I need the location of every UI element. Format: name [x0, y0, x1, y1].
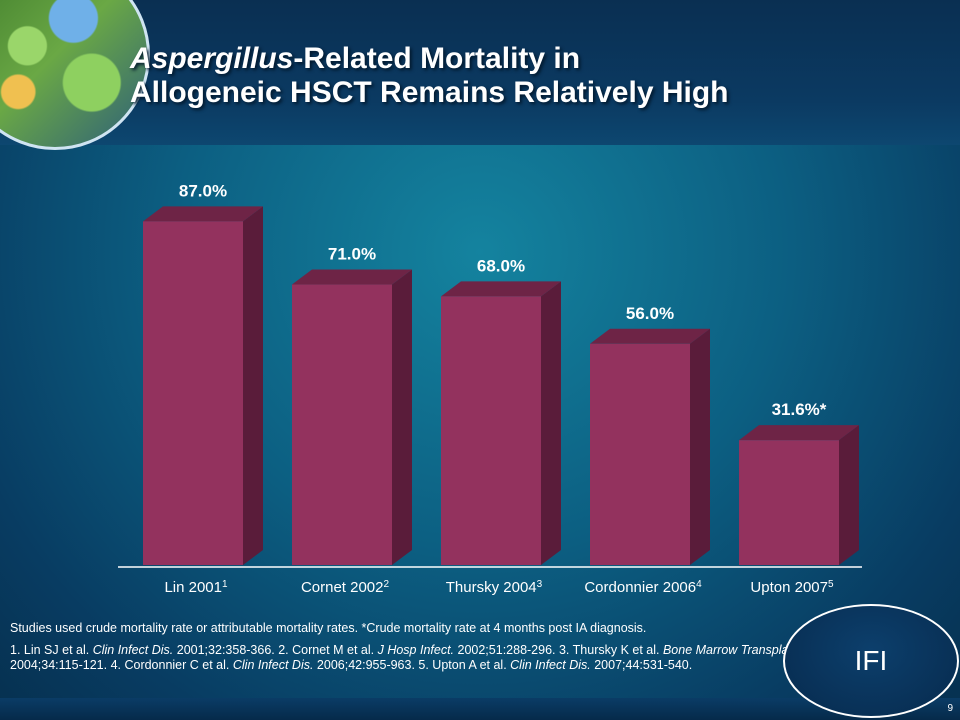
bar-top — [143, 206, 263, 222]
category-label: Lin 20011 — [164, 579, 228, 597]
bars-layer — [143, 206, 859, 565]
bar-3 — [441, 281, 561, 565]
bar-1 — [143, 206, 263, 565]
bar-front — [292, 284, 392, 565]
bar-top — [292, 269, 412, 285]
bar-front — [143, 221, 243, 565]
bar-side — [243, 206, 263, 565]
bar-top — [739, 425, 859, 441]
reference-item: 5. Upton A et al. Clin Infect Dis. 2007;… — [418, 658, 693, 672]
reference-superscript: 4 — [696, 579, 702, 590]
reference-item: 1. Lin SJ et al. Clin Infect Dis. 2001;3… — [10, 643, 279, 657]
bar-4 — [590, 328, 710, 565]
bar-side — [690, 328, 710, 565]
category-label: Cornet 20022 — [301, 579, 390, 597]
value-label: 87.0% — [179, 181, 227, 200]
reference-item: 3. Thursky K et al. Bone Marrow Transpla… — [10, 643, 803, 672]
title-line-2: Allogeneic HSCT Remains Relatively High — [130, 76, 729, 109]
reference-superscript: 2 — [384, 579, 390, 590]
footnotes: Studies used crude mortality rate or att… — [10, 621, 810, 673]
category-label: Upton 20075 — [750, 579, 834, 597]
bar-front — [441, 296, 541, 565]
references: 1. Lin SJ et al. Clin Infect Dis. 2001;3… — [10, 643, 810, 673]
bar-side — [392, 269, 412, 565]
header-band — [0, 0, 960, 145]
bar-side — [541, 281, 561, 565]
title-line-1: Aspergillus-Related Mortality in — [130, 42, 930, 76]
bar-2 — [292, 269, 412, 565]
bar-5 — [739, 425, 859, 565]
footnote-methods: Studies used crude mortality rate or att… — [10, 621, 647, 635]
reference-superscript: 1 — [222, 579, 228, 590]
slide-title: Aspergillus-Related Mortality in Allogen… — [130, 42, 930, 110]
category-label: Thursky 20043 — [446, 579, 543, 597]
value-label: 71.0% — [328, 245, 376, 264]
title-italic-term: Aspergillus — [130, 42, 294, 75]
slide-number: 9 — [947, 703, 953, 714]
labels-layer: 87.0% Lin 20011 71.0% Cornet 20022 68.0% Thur… — [164, 181, 834, 596]
ifi-badge: IFI — [783, 604, 959, 718]
title-line-1-rest: -Related Mortality in — [293, 42, 581, 75]
value-label: 56.0% — [626, 304, 674, 323]
reference-item: 4. Cordonnier C et al. Clin Infect Dis. … — [110, 658, 419, 672]
value-label: 31.6%* — [772, 400, 827, 419]
footer-band — [0, 698, 960, 720]
reference-item: 2. Cornet M et al. J Hosp Infect. 2002;5… — [278, 643, 559, 657]
bar-top — [441, 281, 561, 297]
bar-front — [739, 440, 839, 565]
bar-front — [590, 343, 690, 565]
bar-side — [839, 425, 859, 565]
category-label: Cordonnier 20064 — [584, 579, 702, 597]
bar-top — [590, 328, 710, 344]
reference-superscript: 3 — [537, 579, 543, 590]
value-label: 68.0% — [477, 256, 525, 275]
reference-superscript: 5 — [828, 579, 834, 590]
